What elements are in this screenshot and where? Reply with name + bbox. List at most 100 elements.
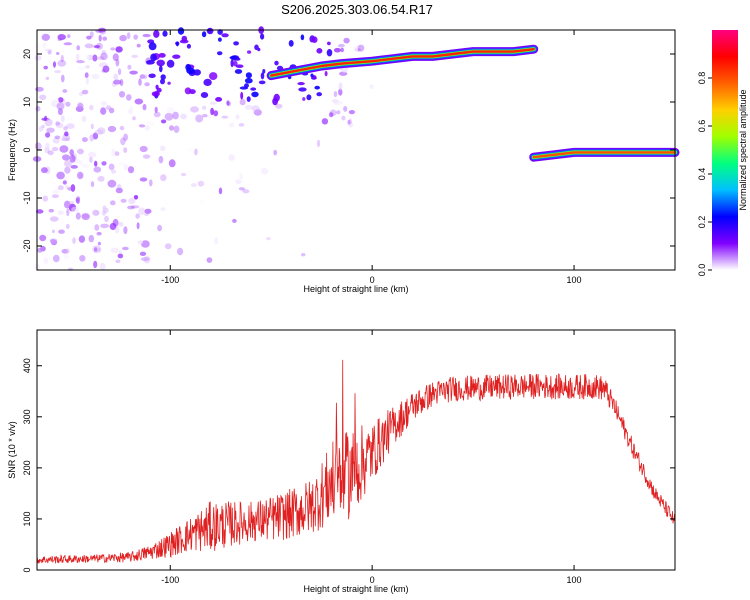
spectrogram-noise-blob: [119, 79, 124, 86]
spectrogram-noise-blob: [185, 63, 192, 71]
spectrogram-noise-blob: [175, 41, 179, 47]
spectrogram-noise-blob: [39, 94, 47, 101]
spectrogram-noise-blob: [107, 125, 117, 133]
spectrogram-noise-blob: [363, 79, 370, 85]
spectrogram-noise-blob: [55, 122, 64, 129]
spectrogram-noise-blob: [45, 76, 50, 80]
spectrogram-noise-blob: [90, 123, 94, 130]
spectrogram-noise-blob: [104, 215, 109, 223]
spectrogram-noise-blob: [123, 133, 128, 141]
spectrogram-noise-blob: [34, 55, 42, 61]
spectrogram-noise-blob: [238, 187, 246, 191]
spectrogram-noise-blob: [35, 86, 44, 92]
spectrogram-noise-blob: [112, 53, 119, 62]
spectrogram-noise-blob: [72, 158, 80, 164]
spectrogram-noise-blob: [348, 118, 352, 125]
spectrogram-trace-1: [270, 48, 535, 77]
spectrogram-noise-blob: [144, 208, 152, 214]
spectrogram-noise-blob: [59, 145, 69, 153]
spectrogram-noise-blob: [115, 46, 123, 53]
spectrogram-noise-blob: [94, 160, 98, 167]
spectrogram-noise-blob: [52, 137, 60, 144]
spectrogram-noise-blob: [51, 194, 59, 199]
spectrogram-noise-blob: [77, 66, 86, 70]
spectrogram-noise-blob: [91, 73, 100, 80]
spectrogram-noise-blob: [172, 54, 181, 59]
spectrogram-noise-blob: [218, 187, 223, 195]
spectrogram-noise-blob: [66, 208, 70, 217]
spectrogram-noise-blob: [92, 132, 99, 140]
spectrogram-noise-blob: [209, 72, 218, 81]
spectrogram-noise-blob: [85, 77, 89, 85]
spectrogram-noise-blob: [148, 42, 157, 51]
spectrogram-noise-blob: [56, 52, 60, 55]
spectrogram-noise-blob: [69, 149, 74, 156]
spectrogram-noise-blob: [62, 89, 68, 93]
spectrogram-noise-blob: [143, 74, 148, 80]
spectrogram-noise-blob: [338, 43, 345, 48]
spectrogram-noise-blob: [43, 257, 49, 265]
spectrogram-noise-blob: [100, 101, 108, 106]
spectrogram-noise-blob: [209, 101, 217, 105]
spectrogram-noise-blob: [127, 166, 135, 174]
spectrogram-noise-blob: [57, 34, 66, 41]
spectrogram-noise-blob: [118, 91, 126, 98]
spectrogram-noise-blob: [194, 148, 198, 156]
spectrogram-noise-blob: [144, 82, 150, 87]
spectrogram-noise-blob: [78, 160, 83, 165]
spectrogram-noise-blob: [41, 167, 48, 174]
spectrogram-noise-blob: [127, 205, 135, 210]
spectrogram-noise-blob: [111, 169, 117, 174]
spectrogram-noise-blob: [47, 150, 54, 156]
spectrogram-noise-blob: [207, 114, 212, 119]
spectrogram-noise-blob: [156, 59, 165, 67]
spectrogram-noise-blob: [251, 105, 260, 112]
spectrogram-noise-blob: [235, 179, 242, 184]
spectrogram-noise-blob: [89, 156, 93, 163]
spectrogram-noise-blob: [43, 65, 48, 70]
spectrogram-noise-blob: [153, 30, 160, 38]
spectrogram-ytick-label: -10: [22, 191, 32, 204]
colorbar-label: Normalized spectral amplitude: [738, 89, 748, 210]
spectrogram-noise-blob: [338, 88, 343, 96]
figure-title: S206.2025.303.06.54.R17: [281, 2, 433, 17]
spectrogram-noise-blob: [240, 91, 244, 100]
spectrogram-noise-blob: [217, 51, 223, 56]
spectrogram-noise-blob: [275, 103, 283, 109]
spectrogram-noise-blob: [65, 101, 71, 107]
spectrogram-noise-blob: [130, 205, 140, 209]
spectrogram-noise-blob: [311, 36, 318, 43]
spectrogram-noise-blob: [144, 125, 150, 131]
spectrogram-noise-blob: [164, 243, 172, 250]
colorbar: 0.0 0.2 0.4 0.6 0.8 Normalized spectral ampl…: [697, 30, 748, 276]
spectrogram-noise-blob: [101, 161, 107, 166]
spectrogram-noise-blob: [97, 56, 105, 61]
spectrogram-noise-blob: [126, 32, 131, 40]
spectrogram-noise-blob: [123, 163, 129, 171]
spectrogram-noise-blob: [138, 78, 142, 86]
spectrogram-noise-cloud: [32, 26, 374, 271]
spectrogram-noise-blob: [260, 33, 265, 40]
spectrogram-noise-blob: [114, 151, 120, 156]
spectrogram-noise-blob: [159, 65, 163, 73]
spectrogram-noise-blob: [159, 145, 166, 152]
spectrogram-noise-blob: [200, 92, 209, 98]
spectrogram-noise-blob: [44, 48, 53, 52]
spectrogram-noise-blob: [120, 198, 127, 203]
spectrogram-noise-blob: [221, 33, 229, 38]
spectrogram-noise-blob: [76, 60, 85, 64]
spectrogram-noise-blob: [173, 125, 180, 133]
spectrogram-noise-blob: [242, 189, 250, 194]
spectrogram-noise-blob: [301, 253, 306, 257]
spectrogram-noise-blob: [157, 224, 163, 232]
spectrogram-noise-blob: [128, 198, 136, 204]
spectrogram-xtick-label: 100: [567, 275, 582, 285]
spectrogram-noise-blob: [34, 42, 41, 51]
spectrogram-noise-blob: [63, 200, 71, 209]
spectrogram-noise-blob: [316, 92, 323, 97]
snr-series-line: [36, 359, 676, 564]
spectrogram-noise-blob: [190, 183, 197, 188]
snr-ticks: -100 0 100 0 100 200 300 400: [22, 330, 675, 585]
spectrogram-ytick-label: 10: [22, 97, 32, 107]
